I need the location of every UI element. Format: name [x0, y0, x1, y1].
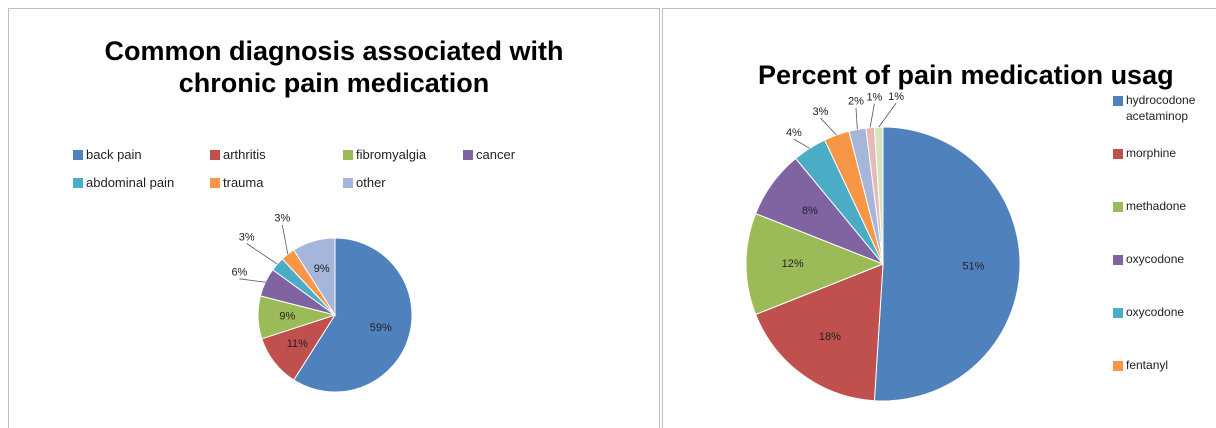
legend-label: cancer	[476, 147, 516, 162]
pie-data-label: 9%	[314, 263, 330, 275]
chart-panel-diagnosis: Common diagnosis associated with chronic…	[8, 8, 660, 428]
legend-item: hydrocodone acetaminop	[1113, 93, 1195, 124]
chart-title-diagnosis: Common diagnosis associated with chronic…	[9, 35, 659, 100]
legend-label: fibromyalgia	[356, 147, 427, 162]
chart-panel-medication: Percent of pain medication usag 51% 18% 12…	[662, 8, 1216, 428]
legend-label: back pain	[86, 147, 142, 162]
pie-chart-diagnosis: 59% 11% 9% 6% 3% 3% 9%	[231, 213, 413, 393]
pie-slice	[873, 126, 1021, 402]
pie-leader-line	[869, 103, 875, 128]
legend-label: fentanyl	[1126, 358, 1169, 372]
legend-label: trauma	[223, 175, 264, 190]
legend-item: back pain	[73, 147, 142, 162]
pie-leader-line	[878, 102, 897, 128]
pie-leader-line	[281, 224, 289, 255]
chart-title-line: Common diagnosis associated with	[104, 36, 564, 66]
legend-swatch	[343, 149, 353, 160]
legend-swatch	[1113, 308, 1123, 318]
legend-item: cancer	[463, 147, 515, 162]
legend-item: oxycodone	[1113, 305, 1184, 321]
pie-data-label: 9%	[279, 310, 295, 322]
pie-data-label: 51%	[962, 261, 984, 273]
chart-title-line: chronic pain medication	[178, 68, 490, 99]
legend-item: arthritis	[210, 147, 266, 162]
pie-leader-line	[239, 278, 266, 283]
legend-label: oxycodone	[1126, 252, 1185, 266]
pie-data-label: 11%	[287, 338, 308, 350]
pie-data-label: 6%	[231, 267, 247, 279]
legend-label: oxycodone	[1126, 305, 1185, 319]
legend-label: abdominal pain	[86, 175, 175, 190]
legend-item: trauma	[210, 175, 263, 190]
pie-leader-line	[855, 107, 858, 130]
legend-item: oxycodone	[1113, 252, 1184, 268]
legend-swatch	[1113, 361, 1123, 371]
legend-item: fibromyalgia	[343, 147, 426, 162]
legend-swatch	[1113, 202, 1123, 212]
pie-slice	[293, 237, 336, 317]
legend-label: other	[356, 175, 386, 190]
legend-label: methadone	[1126, 199, 1187, 213]
pie-leader-line	[820, 117, 837, 136]
pie-chart-medication: 51%18%12%8%4%3%2% 1% 1%	[745, 91, 1021, 402]
legend-swatch	[1113, 255, 1123, 265]
pie-data-label: 3%	[274, 213, 290, 225]
pie-data-label: 8%	[802, 205, 818, 217]
legend-swatch	[343, 177, 353, 188]
legend-label: hydrocodone acetaminop	[1126, 93, 1196, 123]
pie-slice	[293, 237, 413, 393]
legend-swatch	[1113, 149, 1123, 159]
legend-item: other	[343, 175, 386, 190]
pie-leader-line	[246, 243, 278, 265]
pie-data-label: 18%	[819, 331, 841, 343]
pie-data-label: 3%	[813, 106, 829, 118]
legend-item: fentanyl	[1113, 358, 1168, 374]
pie-data-label: 1%	[888, 91, 904, 103]
pie-data-label: 3%	[239, 231, 255, 243]
legend-swatch	[210, 177, 220, 188]
legend-swatch	[73, 149, 83, 160]
pie-slice	[754, 263, 884, 402]
legend-swatch	[463, 149, 473, 160]
pie-data-label: 2%	[848, 96, 864, 108]
pie-data-label: 59%	[370, 322, 392, 334]
pie-slice	[745, 212, 885, 316]
legend-item: methadone	[1113, 199, 1186, 215]
pie-data-label: 4%	[786, 127, 802, 139]
legend-item: abdominal pain	[73, 175, 174, 190]
legend-swatch	[73, 177, 83, 188]
legend-label: morphine	[1126, 146, 1177, 160]
pie-leader-line	[793, 138, 810, 149]
chart-title-medication: Percent of pain medication usag	[758, 60, 1174, 90]
legend-swatch	[1113, 96, 1123, 106]
legend-swatch	[210, 149, 220, 160]
pie-data-label: 12%	[782, 258, 804, 270]
pie-data-label: 1%	[866, 92, 882, 104]
legend-item: morphine	[1113, 146, 1176, 162]
legend-label: arthritis	[223, 147, 266, 162]
